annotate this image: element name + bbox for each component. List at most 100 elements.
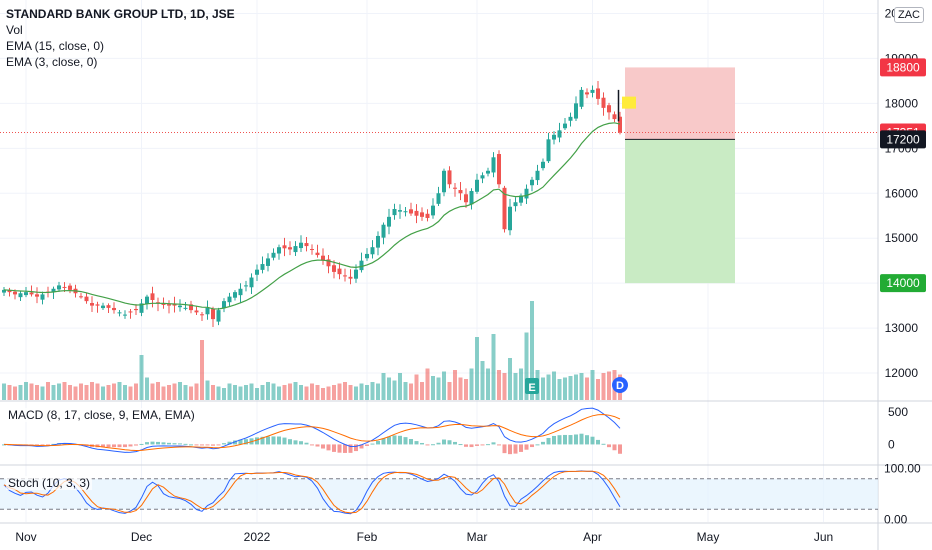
macd-histogram-bar <box>546 437 551 445</box>
volume-bar <box>156 382 160 400</box>
macd-histogram-bar <box>227 441 232 445</box>
volume-label[interactable]: Vol <box>6 23 23 37</box>
stoch-label[interactable]: Stoch (10, 3, 3) <box>6 476 93 490</box>
volume-bar <box>541 377 545 400</box>
candle <box>172 304 177 306</box>
macd-histogram-bar <box>310 444 314 446</box>
symbol-title[interactable]: STANDARD BANK GROUP LTD, 1D, JSE <box>6 7 235 21</box>
candle <box>326 259 331 267</box>
candle <box>90 303 94 306</box>
entry-price-badge <box>880 130 926 149</box>
candle <box>271 252 276 258</box>
macd-histogram-bar <box>266 436 270 445</box>
volume-bar <box>73 386 78 400</box>
candle <box>486 170 490 174</box>
volume-bar <box>68 385 72 400</box>
ema3-label[interactable]: EMA (3, close, 0) <box>6 55 98 69</box>
macd-histogram-bar <box>134 444 138 446</box>
candle <box>491 157 496 173</box>
candle <box>596 88 600 99</box>
candle <box>337 268 342 275</box>
ema15-label[interactable]: EMA (15, close, 0) <box>6 39 105 53</box>
macd-histogram-bar <box>299 441 303 445</box>
macd-histogram-bar <box>469 444 474 448</box>
volume-bar <box>62 382 67 400</box>
macd-histogram-bar <box>513 444 518 454</box>
macd-histogram-bar <box>2 444 6 446</box>
candle <box>519 195 523 203</box>
macd-histogram-bar <box>541 441 545 445</box>
macd-histogram-bar <box>596 439 600 445</box>
macd-histogram-bar <box>508 444 512 455</box>
volume-bar <box>447 382 452 400</box>
macd-histogram-bar <box>574 434 578 445</box>
macd-histogram-bar <box>607 444 611 448</box>
macd-label[interactable]: MACD (8, 17, close, 9, EMA, EMA) <box>6 408 197 422</box>
time-tick-label: Jun <box>814 530 833 544</box>
volume-bar <box>414 374 419 400</box>
volume-bar <box>519 368 523 400</box>
volume-bar <box>288 383 292 400</box>
candle <box>403 211 408 213</box>
macd-histogram-bar <box>315 444 320 447</box>
candle <box>106 305 111 308</box>
volume-bar <box>79 383 83 400</box>
macd-histogram-bar <box>123 444 127 448</box>
candle <box>557 130 562 138</box>
candle <box>266 258 270 266</box>
volume-bar <box>557 379 562 400</box>
candle <box>425 213 430 218</box>
macd-tick-label: 500 <box>888 405 908 419</box>
time-tick-label: Feb <box>357 530 378 544</box>
candle <box>502 187 507 230</box>
volume-bar <box>376 383 380 400</box>
stop-price-badge-text: 18800 <box>886 60 920 74</box>
macd-histogram-bar <box>321 444 325 449</box>
candle <box>612 114 617 120</box>
stop-loss-zone <box>625 67 735 140</box>
candle <box>189 304 193 311</box>
volume-bar <box>183 385 188 400</box>
stoch-d-line <box>3 470 621 514</box>
candle <box>552 134 556 140</box>
candle <box>282 245 287 249</box>
volume-bar <box>398 373 402 400</box>
macd-histogram-bar <box>568 435 573 445</box>
candle <box>343 275 347 277</box>
volume-bar <box>227 383 232 400</box>
macd-histogram-bar <box>535 444 540 446</box>
candle <box>205 307 210 315</box>
macd-histogram-bar <box>211 444 215 446</box>
volume-bar <box>150 383 155 400</box>
volume-bar <box>211 385 215 400</box>
macd-histogram-bar <box>326 444 331 451</box>
candle <box>541 161 545 169</box>
candle <box>590 89 595 93</box>
entry-price-badge-text: 17200 <box>886 132 920 146</box>
macd-histogram-bar <box>178 443 182 445</box>
volume-bar <box>2 383 6 400</box>
volume-bar <box>590 370 595 400</box>
macd-histogram-bar <box>519 444 523 452</box>
volume-bar <box>365 385 369 400</box>
volume-bar <box>601 373 606 400</box>
volume-bar <box>123 385 127 400</box>
candle <box>453 187 457 189</box>
currency-badge[interactable]: ZAC <box>894 7 924 23</box>
candle <box>68 285 72 290</box>
volume-bar <box>18 385 23 400</box>
candle <box>57 285 61 290</box>
stoch-tick-label: 100.00 <box>884 462 921 476</box>
volume-bar <box>304 386 309 400</box>
macd-histogram-bar <box>260 436 265 445</box>
volume-bar <box>244 385 248 400</box>
volume-bar <box>502 373 507 400</box>
macd-histogram-bar <box>304 442 309 445</box>
volume-bar <box>266 382 270 400</box>
macd-histogram-bar <box>381 438 386 445</box>
volume-bar <box>359 383 364 400</box>
candle <box>601 97 606 108</box>
volume-bar <box>524 332 529 400</box>
volume-bar <box>46 382 50 400</box>
